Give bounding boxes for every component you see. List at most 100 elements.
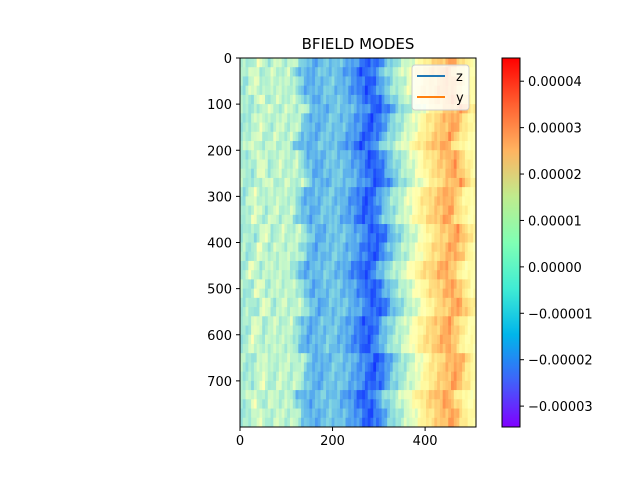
heatmap-cell [276,141,280,151]
heatmap-cell [442,177,447,188]
heatmap-cell [339,288,344,299]
heatmap-cell [240,233,244,244]
heatmap-cell [414,224,419,234]
heatmap-cell [437,353,441,364]
heatmap-cell [326,353,330,364]
heatmap-cell [448,307,452,317]
heatmap-cell [312,307,316,317]
heatmap-cell [403,390,408,400]
heatmap-cell [437,113,441,124]
heatmap-cell [306,159,311,170]
heatmap-cell [459,399,463,410]
heatmap-cell [370,362,374,373]
heatmap-cell [420,242,424,253]
heatmap-cell [267,159,272,170]
heatmap-cell [292,150,297,161]
heatmap-cell [403,131,408,142]
heatmap-cell [409,224,413,234]
heatmap-cell [348,67,352,78]
heatmap-cell [320,353,324,364]
heatmap-cell [417,334,422,345]
heatmap-cell [301,260,305,271]
heatmap-cell [242,288,247,299]
heatmap-cell [473,214,476,225]
heatmap-cell [262,362,266,373]
heatmap-cell [312,76,316,87]
heatmap-cell [384,177,388,188]
heatmap-cell [473,353,476,364]
heatmap-cell [437,141,441,151]
heatmap-cell [387,85,391,96]
heatmap-cell [262,353,266,364]
heatmap-cell [359,150,363,161]
heatmap-cell [328,371,333,382]
heatmap-cell [303,196,308,207]
heatmap-cell [309,85,313,96]
heatmap-cell [303,94,308,105]
heatmap-cell [442,113,447,124]
chart-title: BFIELD MODES [302,35,415,53]
heatmap-cell [409,362,413,373]
heatmap-cell [328,233,333,244]
heatmap-cell [309,131,313,142]
heatmap-cell [337,113,341,124]
heatmap-cell [292,371,297,382]
heatmap-cell [242,113,247,124]
heatmap-cell [434,196,438,207]
heatmap-cell [309,325,313,336]
heatmap-cell [362,343,366,354]
heatmap-cell [348,297,352,308]
heatmap-cell [262,260,266,271]
heatmap-cell [240,168,244,179]
heatmap-cell [359,279,363,290]
heatmap-cell [273,113,277,124]
heatmap-cell [345,168,349,179]
heatmap-cell [359,85,363,96]
heatmap-cell [398,76,402,87]
heatmap-cell [378,85,383,96]
heatmap-cell [317,242,322,253]
heatmap-cell [431,58,435,68]
heatmap-cell [267,334,272,345]
heatmap-cell [248,242,252,253]
heatmap-cell [451,177,455,188]
heatmap-cell [292,362,297,373]
heatmap-cell [384,76,388,87]
heatmap-cell [289,307,294,317]
heatmap-cell [303,67,308,78]
heatmap-cell [426,122,430,133]
heatmap-cell [395,417,399,427]
heatmap-cell [470,380,474,391]
heatmap-cell [326,196,330,207]
heatmap-cell [395,141,399,151]
heatmap-cell [328,187,333,197]
heatmap-cell [395,196,399,207]
heatmap-cell [270,353,274,364]
heatmap-cell [398,233,402,244]
x-tick-label: 0 [236,434,244,449]
heatmap-cell [339,122,344,133]
heatmap-cell [451,205,455,216]
heatmap-cell [387,371,391,382]
heatmap-cell [278,343,283,354]
heatmap-cell [381,85,385,96]
heatmap-cell [356,205,360,216]
heatmap-cell [387,214,391,225]
heatmap-cell [459,168,463,179]
heatmap-cell [470,353,474,364]
heatmap-cell [356,279,360,290]
heatmap-cell [348,390,352,400]
heatmap-cell [298,334,302,345]
heatmap-cell [253,288,258,299]
heatmap-cell [339,353,344,364]
heatmap-cell [292,67,297,78]
heatmap-cell [276,187,280,197]
heatmap-cell [437,58,441,68]
heatmap-cell [445,362,449,373]
heatmap-cell [403,58,408,68]
heatmap-cell [462,131,466,142]
heatmap-cell [245,380,249,391]
heatmap-cell [309,205,313,216]
heatmap-cell [312,205,316,216]
heatmap-cell [287,131,291,142]
